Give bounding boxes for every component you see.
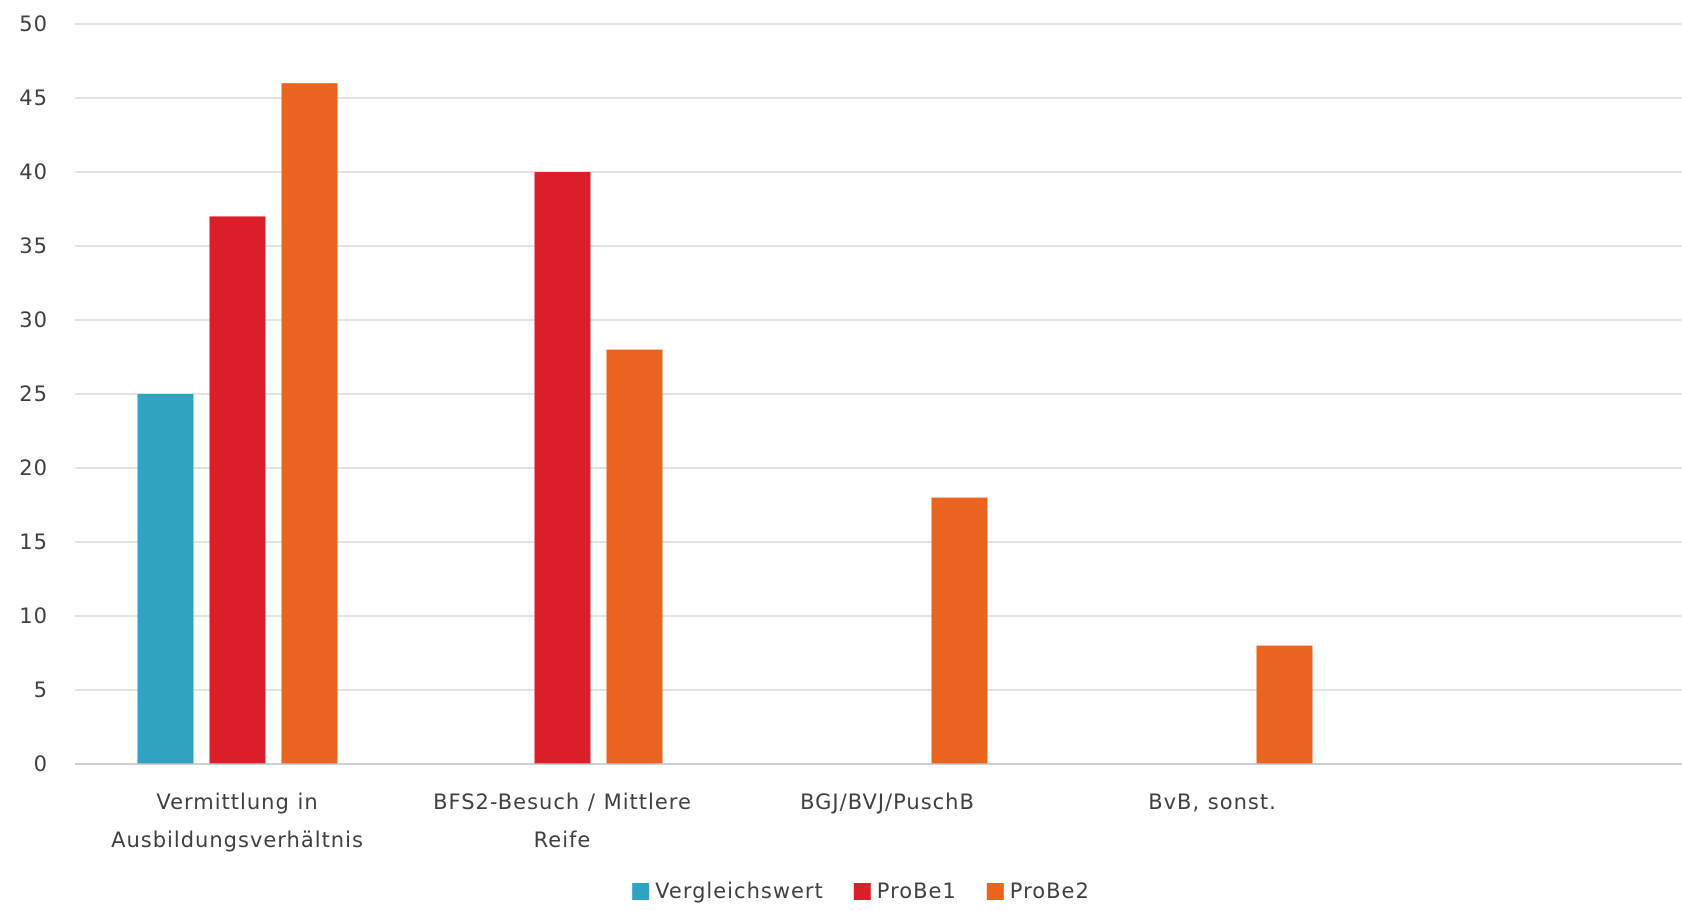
x-category-label: BvB, sonst. [1148, 790, 1277, 814]
x-category-label: BFS2-Besuch / Mittlere [433, 790, 692, 814]
legend-swatch [632, 883, 650, 900]
legend-swatch [986, 883, 1004, 900]
bar-probe2-1 [606, 349, 663, 764]
bar-probe2-2 [931, 497, 988, 764]
legend-label: ProBe1 [877, 879, 957, 903]
y-tick-label: 20 [19, 456, 48, 480]
gridlines [75, 23, 1682, 691]
legend-swatch [853, 883, 871, 900]
y-tick-label: 30 [19, 308, 48, 332]
y-tick-label: 25 [19, 382, 48, 406]
x-category-label: BGJ/BVJ/PuschB [800, 790, 975, 814]
bar-probe2-3 [1256, 645, 1313, 764]
y-axis-tick-labels: 0 5 10 15 20 25 30 35 40 45 50 [19, 12, 48, 776]
bar-probe1-0 [209, 216, 266, 764]
y-tick-label: 50 [19, 12, 48, 36]
y-tick-label: 15 [19, 530, 48, 554]
legend-item-probe2: ProBe2 [986, 879, 1090, 903]
bars [137, 83, 1313, 764]
y-tick-label: 10 [19, 604, 48, 628]
bar-vergleichswert-0 [137, 394, 194, 764]
y-tick-label: 0 [34, 752, 48, 776]
legend-label: Vergleichswert [655, 879, 824, 903]
y-tick-label: 40 [19, 160, 48, 184]
bar-probe1-1 [534, 172, 591, 764]
legend-item-vergleichswert: Vergleichswert [632, 879, 824, 903]
legend-label: ProBe2 [1010, 879, 1090, 903]
y-tick-label: 45 [19, 86, 48, 110]
legend: Vergleichswert ProBe1 ProBe2 [632, 879, 1090, 903]
y-tick-label: 35 [19, 234, 48, 258]
y-tick-label: 5 [34, 678, 48, 702]
x-category-label: Vermittlung in [156, 790, 318, 814]
x-category-label: Reife [534, 828, 592, 852]
legend-item-probe1: ProBe1 [853, 879, 957, 903]
x-axis-category-labels: Vermittlung in Ausbildungsverhältnis BFS2-… [111, 790, 1277, 852]
bar-probe2-0 [281, 83, 338, 764]
x-category-label: Ausbildungsverhältnis [111, 828, 364, 852]
